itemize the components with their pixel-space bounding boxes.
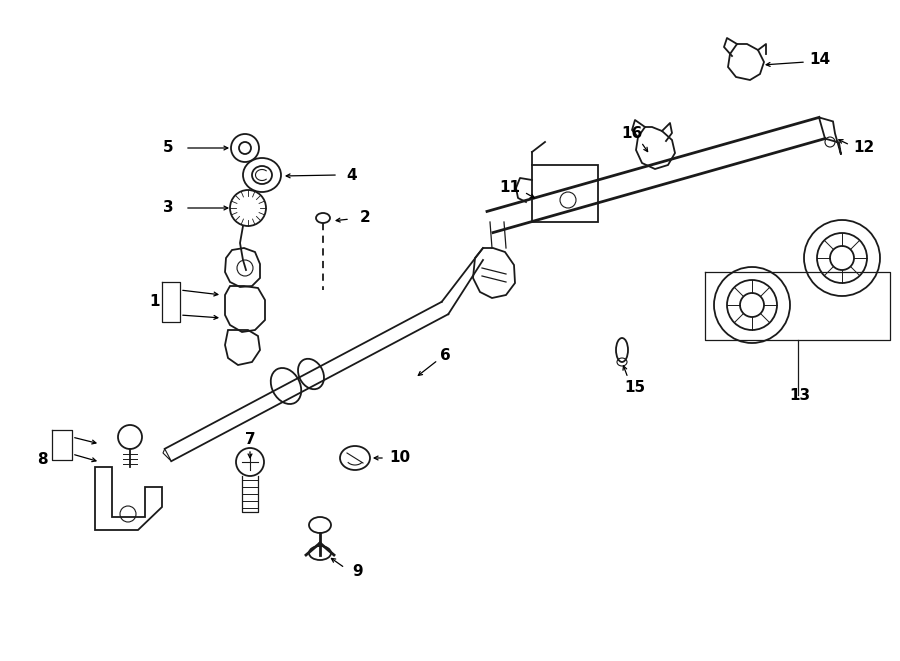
Text: 7: 7	[245, 432, 256, 447]
Text: 3: 3	[163, 200, 174, 215]
Text: 14: 14	[809, 52, 831, 67]
Text: 5: 5	[163, 141, 174, 155]
Text: 6: 6	[439, 348, 450, 362]
Text: 9: 9	[353, 564, 364, 580]
Text: 1: 1	[149, 295, 160, 309]
Text: 16: 16	[621, 126, 643, 141]
Text: 13: 13	[789, 387, 811, 403]
Text: 2: 2	[360, 210, 371, 225]
Text: 10: 10	[390, 451, 410, 465]
Text: 4: 4	[346, 167, 357, 182]
Text: 12: 12	[853, 141, 875, 155]
Text: 8: 8	[37, 453, 48, 467]
Text: 15: 15	[625, 381, 645, 395]
Text: 11: 11	[500, 180, 520, 196]
